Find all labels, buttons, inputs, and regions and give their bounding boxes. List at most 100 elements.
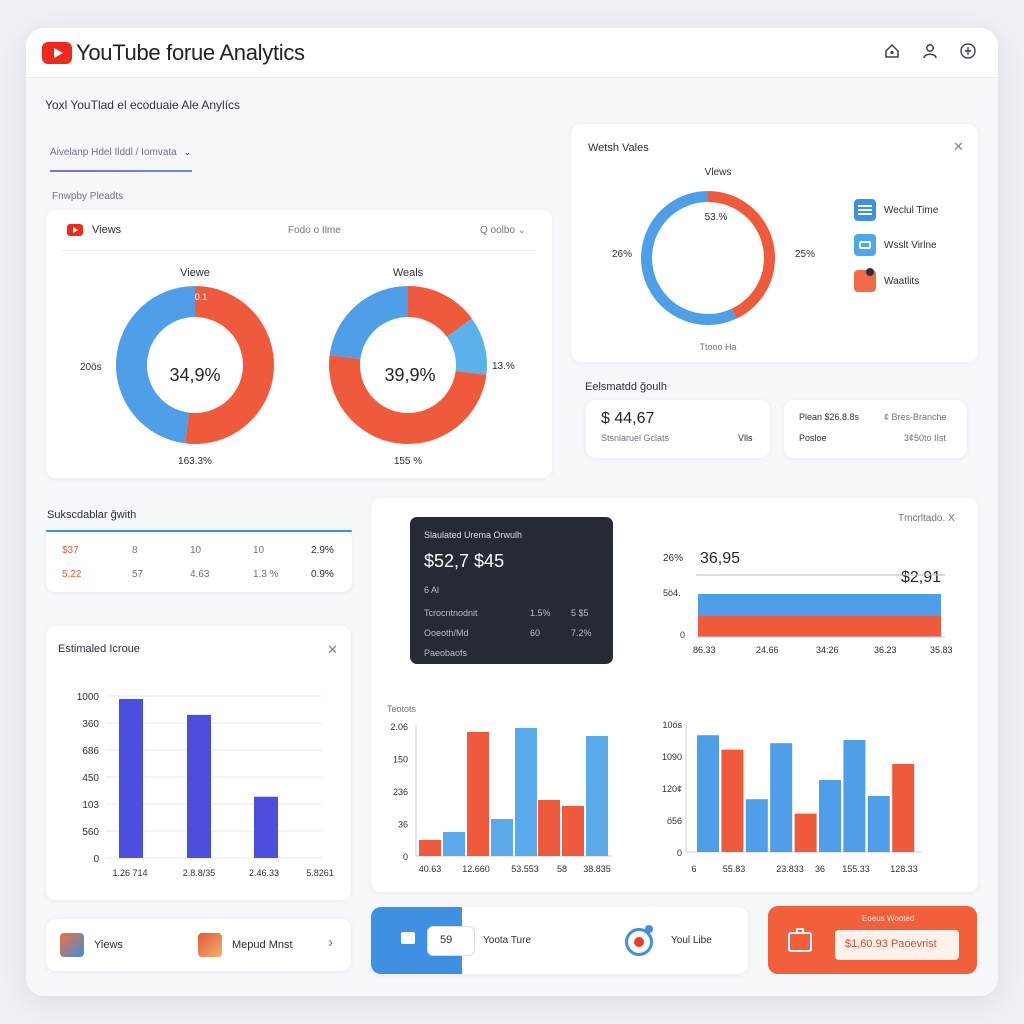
mepud-thumbnail-icon — [198, 933, 222, 957]
chart-bar[interactable] — [819, 780, 841, 852]
donut-slice[interactable] — [329, 355, 487, 444]
y-tick-label: 103 — [82, 800, 99, 811]
trend-right-value: $2,91 — [901, 569, 941, 586]
donut-b-center-value: 39,9% — [384, 365, 435, 385]
chart-bar[interactable] — [443, 832, 465, 856]
chart-bar[interactable] — [538, 800, 560, 856]
left-bar-chart: 2.06 150 236 36 0 40.63 12.660 53.553 58 38.835 — [390, 722, 612, 874]
chevron-right-icon[interactable]: › — [328, 934, 333, 951]
yoota-label: Yoota Ture — [483, 935, 532, 946]
subscriber-cell: 10 — [253, 545, 265, 556]
chart-bar[interactable] — [419, 840, 441, 856]
views-thumbnail-icon — [60, 933, 84, 957]
chart-bar[interactable] — [770, 743, 793, 852]
chart-bar[interactable] — [515, 728, 537, 856]
donut-b-top-label: Weals — [393, 267, 424, 279]
watch-left-label: 26% — [612, 249, 632, 260]
subscriber-cell: 1.3 % — [253, 569, 279, 580]
close-icon[interactable]: ✕ — [953, 139, 964, 154]
x-tick-label: 12.660 — [462, 864, 490, 874]
range-dropdown[interactable]: Aivelanp Hdel Ilddl / Iomvata ⌄ — [50, 147, 191, 158]
trend-y-tick: 0 — [680, 630, 685, 640]
chart-bar[interactable] — [562, 806, 584, 856]
right-bar-chart: 10ös 1090 120¢ ö56 06 55.83 23.833 36 155.33 128.… — [662, 720, 922, 874]
donut-slice[interactable] — [115, 286, 195, 444]
subscriber-cell: 2.9% — [311, 545, 334, 556]
donut-slice[interactable] — [708, 191, 775, 319]
growth-title: Eelsmatdd ğoulh — [585, 381, 667, 393]
x-tick-label: 155.33 — [842, 864, 870, 874]
chart-bar[interactable] — [745, 799, 768, 852]
x-tick-label: 55.83 — [723, 864, 746, 874]
close-icon[interactable]: ✕ — [327, 642, 338, 657]
donut-slice[interactable] — [641, 191, 737, 325]
trend-panel-title[interactable]: Tmcrltado. X — [898, 513, 955, 524]
donut-watch — [641, 191, 775, 325]
chart-bar[interactable] — [586, 736, 608, 856]
donut-slice[interactable] — [446, 318, 487, 375]
subscriber-cell: 0.9% — [311, 569, 334, 580]
chart-bar[interactable] — [491, 819, 513, 856]
dark-panel-value: $52,7 $45 — [424, 551, 505, 571]
search-button[interactable]: Q oolbo ⌄ — [480, 225, 525, 236]
chart-bar[interactable] — [467, 732, 489, 856]
donut-a-slice-label: 0.1 — [195, 292, 208, 302]
subscriber-cell: $37 — [62, 545, 79, 556]
donut-b-bottom-label: 155 % — [394, 456, 422, 467]
youtube-logo-icon[interactable] — [42, 42, 72, 64]
growth-left-card — [586, 400, 770, 458]
revenue-title: Estimaled Icroue — [58, 643, 140, 655]
chart-bar[interactable] — [697, 735, 719, 852]
y-tick-label: 0 — [93, 854, 99, 865]
donut-a-bottom-label: 163.3% — [178, 456, 212, 467]
growth-right-card — [784, 400, 967, 458]
chart-bar[interactable] — [721, 749, 744, 852]
x-tick-label: 58 — [557, 864, 567, 874]
donut-slice[interactable] — [408, 286, 472, 337]
dark-summary-panel — [410, 517, 613, 664]
trend-blue-band — [698, 594, 941, 616]
value-pill-text: 59 — [440, 934, 453, 946]
x-tick-label: 6 — [691, 864, 696, 874]
youl-label: Youl Libe — [671, 935, 712, 946]
value-pill[interactable] — [428, 927, 474, 955]
y-tick-label: 2.06 — [390, 722, 408, 732]
legend-watch-video: Wsslt Virlne — [884, 240, 937, 251]
promo-value: $1,60.93 Paoevrist — [845, 938, 937, 950]
x-tick-label: 128.33 — [890, 864, 918, 874]
chart-bar[interactable] — [867, 796, 890, 852]
subscriber-cell: 5.22 — [62, 569, 82, 580]
trend-x-tick: 24.66 — [756, 645, 779, 655]
revenue-bar[interactable] — [119, 698, 143, 858]
donut-slice[interactable] — [329, 286, 408, 359]
subscriber-cell: 57 — [132, 569, 144, 580]
x-tick-label: 2.46.33 — [249, 868, 279, 878]
y-tick-label: 1090 — [662, 752, 682, 762]
x-tick-label: 5.8261 — [306, 868, 334, 878]
donut-slice[interactable] — [185, 286, 274, 444]
donut-weals — [329, 286, 487, 444]
y-tick-label: 1000 — [77, 692, 100, 703]
x-tick-label: 23.833 — [776, 864, 804, 874]
growth-left-value: $ 44,67 — [601, 410, 655, 427]
chart-bar[interactable] — [843, 740, 866, 852]
growth-left-label: Stsnlaruel Gclats — [601, 433, 670, 443]
chart-bar[interactable] — [892, 764, 915, 852]
time-filter-button[interactable]: Fodo o Ilme — [288, 225, 341, 236]
search-label: Q oolbo — [480, 225, 516, 236]
user-icon[interactable] — [920, 42, 940, 62]
x-tick-label: 2.8.8/35 — [183, 868, 216, 878]
revenue-bar[interactable] — [187, 714, 211, 858]
revenue-bar[interactable] — [254, 796, 278, 858]
y-tick-label: 560 — [82, 827, 99, 838]
y-tick-label: 450 — [82, 773, 99, 784]
y-tick-label: 10ös — [662, 720, 682, 730]
views-card-title: Views — [92, 224, 122, 236]
settings-icon[interactable] — [958, 42, 978, 62]
app-title: YouTube forue Analytics — [76, 40, 305, 65]
donut-b-side-label: 13.% — [492, 361, 515, 372]
trend-x-tick: 34:26 — [816, 645, 839, 655]
chart-bar[interactable] — [794, 813, 817, 852]
home-icon[interactable] — [882, 42, 902, 62]
record-icon[interactable] — [625, 925, 653, 956]
